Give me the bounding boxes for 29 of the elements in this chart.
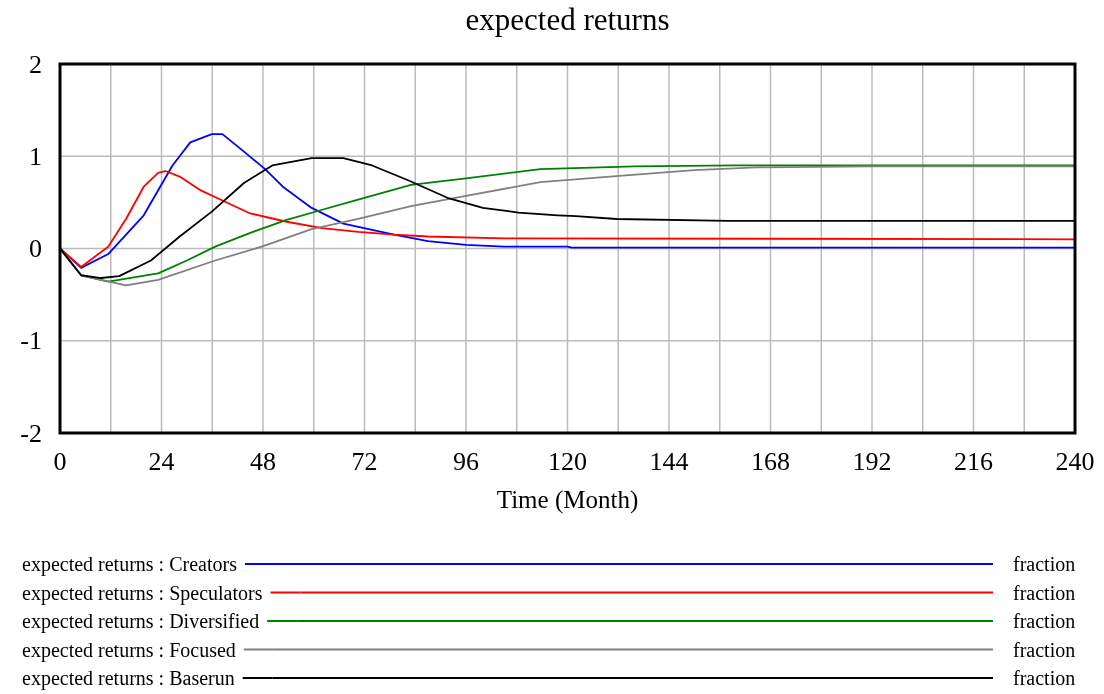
y-tick-label: -2 — [20, 418, 42, 448]
x-tick-label: 48 — [250, 447, 276, 476]
y-tick-label: -1 — [20, 326, 42, 356]
line-series — [59, 170, 1076, 268]
chart-title: expected returns — [465, 2, 670, 37]
text: fraction — [1013, 581, 1076, 604]
legend-label: expected returns : Diversified — [22, 610, 260, 633]
x-tick-label: 72 — [351, 447, 378, 476]
legend-label: expected returns : Creators — [22, 553, 238, 576]
x-tick-label: 96 — [453, 447, 479, 476]
legend-label: expected returns : Speculators — [22, 581, 263, 605]
x-tick-label: 216 — [954, 447, 993, 476]
x-tick-label: 240 — [1055, 447, 1095, 476]
y-tick-label: 2 — [29, 49, 42, 79]
x-axis-title: Time (Month) — [496, 486, 639, 514]
text: fraction — [1013, 638, 1076, 661]
text: fraction — [1013, 553, 1076, 575]
x-tick-label: 144 — [649, 447, 689, 476]
x-tick-label: 120 — [548, 447, 587, 476]
legend-label: expected returns : Baserun — [22, 667, 235, 690]
y-tick-label: 1 — [29, 141, 42, 171]
text: fraction — [1013, 667, 1076, 689]
legend-label: expected returns : Focused — [22, 638, 236, 662]
x-tick-label: 24 — [148, 447, 175, 476]
y-tick-label: 0 — [29, 234, 42, 263]
text: fraction — [1013, 610, 1076, 632]
x-tick-label: 168 — [751, 447, 790, 476]
x-tick-label: 192 — [852, 447, 892, 476]
x-tick-label: 0 — [53, 447, 67, 476]
